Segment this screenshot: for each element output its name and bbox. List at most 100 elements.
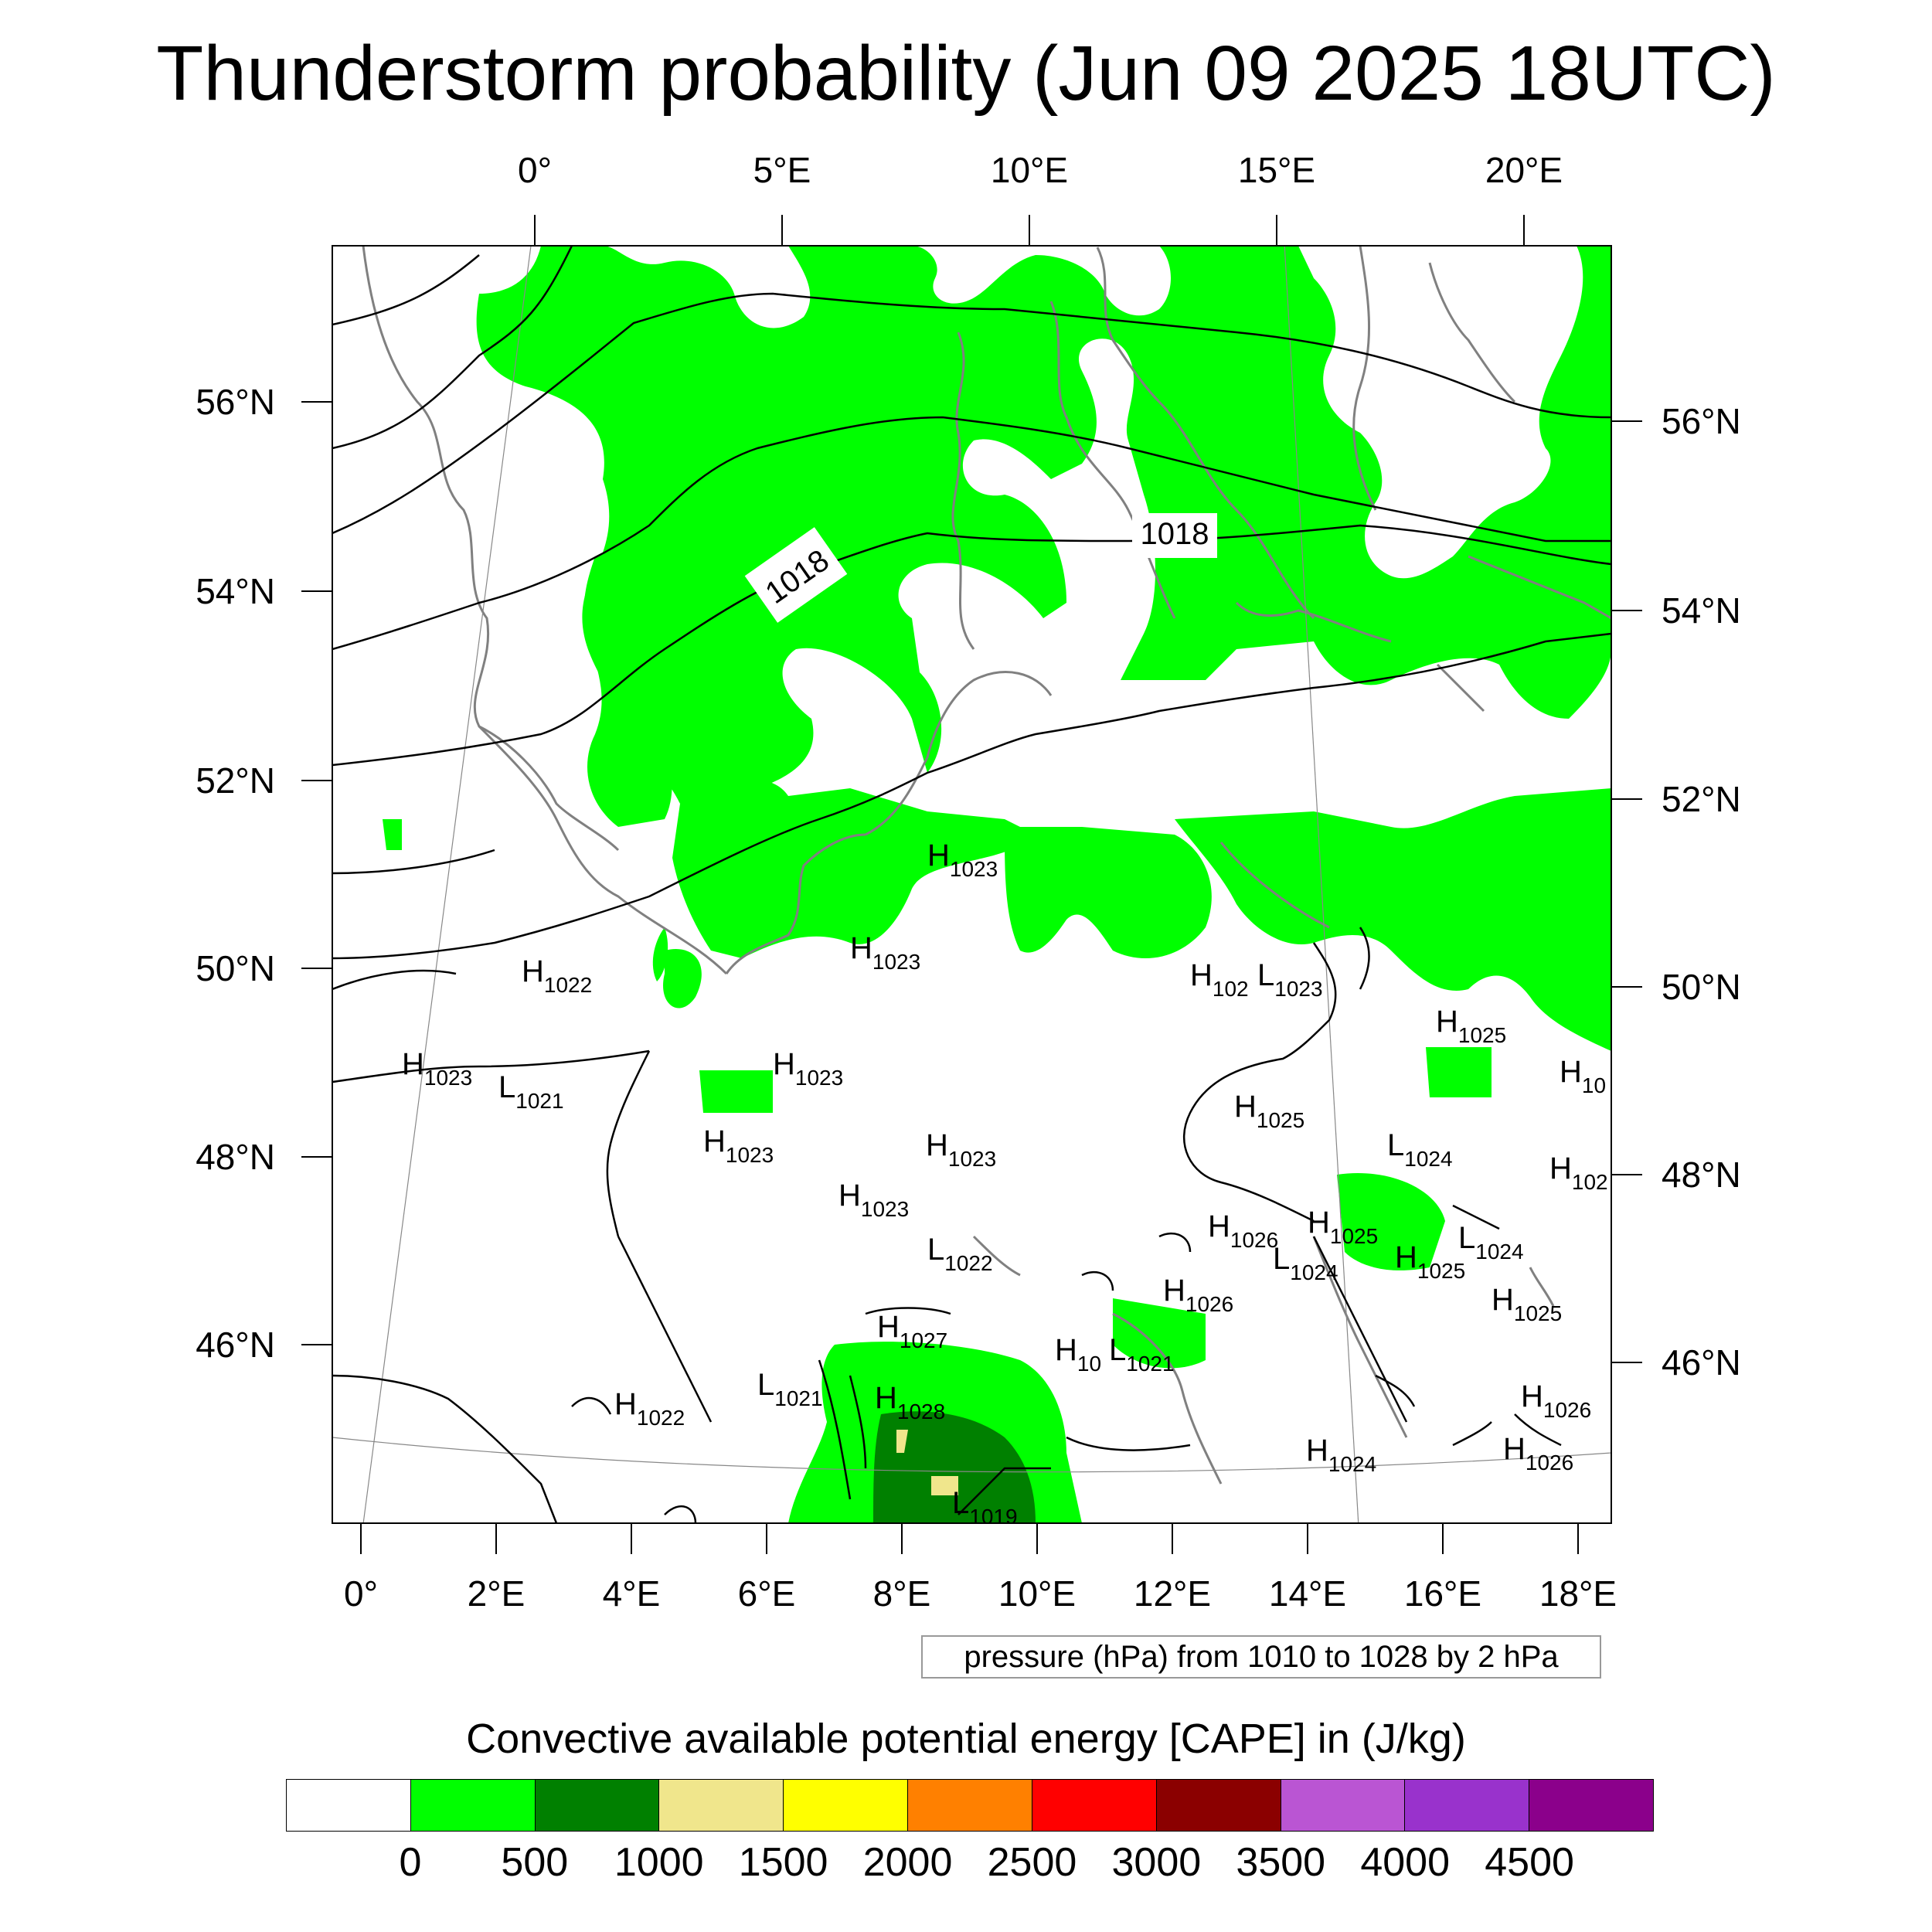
lat-tick-label: 50°N	[1662, 967, 1741, 1007]
isobar-label: 1018	[1141, 517, 1209, 551]
lat-tick-label: 56°N	[1662, 401, 1741, 441]
cape-low-region	[383, 246, 1611, 1523]
colorbar-label: 2000	[862, 1840, 953, 1885]
map-frame	[332, 245, 1612, 1524]
pressure-center-label: L1019	[952, 1486, 1018, 1529]
colorbar-label: 3500	[1236, 1840, 1326, 1885]
pressure-center-label: H1025	[1395, 1240, 1465, 1283]
pressure-center-label: H1025	[1234, 1090, 1304, 1132]
cape-mid-region	[873, 1411, 1036, 1523]
pressure-center-label: H102	[1190, 958, 1249, 1001]
pressure-center-label: L1021	[757, 1368, 823, 1410]
pressure-center-label: H1026	[1521, 1379, 1591, 1422]
coastline	[362, 246, 1611, 1485]
pressure-center-label: H1027	[877, 1310, 947, 1352]
pressure-center-label: H1023	[926, 1128, 996, 1171]
isobars	[332, 246, 1611, 1523]
lon-tick-label: 0°	[518, 150, 552, 190]
colorbar-label: 1000	[614, 1840, 704, 1885]
lat-tick-label: 50°N	[196, 948, 275, 988]
pressure-center-label: L1021	[498, 1070, 564, 1113]
pressure-center-label: H1023	[838, 1179, 909, 1221]
left-lat-ticks: 56°N 54°N 52°N 50°N 48°N 46°N	[196, 382, 275, 1365]
pressure-note: pressure (hPa) from 1010 to 1028 by 2 hP…	[921, 1635, 1601, 1679]
pressure-center-label: H1023	[773, 1047, 843, 1090]
pressure-center-label: H1023	[703, 1124, 774, 1167]
pressure-center-label: H10	[1560, 1055, 1606, 1097]
pressure-center-label: L1024	[1273, 1242, 1338, 1284]
lon-tick-label: 18°E	[1539, 1573, 1617, 1614]
colorbar-swatch	[1405, 1780, 1530, 1831]
pressure-center-label: H1025	[1308, 1206, 1378, 1248]
lat-tick-label: 48°N	[196, 1137, 275, 1177]
lat-tick-label: 54°N	[196, 571, 275, 611]
map-title: Thunderstorm probability (Jun 09 2025 18…	[156, 30, 1776, 117]
pressure-center-label: H1022	[614, 1387, 685, 1430]
pressure-center-label: H1026	[1208, 1209, 1278, 1252]
pressure-center-label: H1023	[927, 838, 998, 881]
lon-tick-label: 0°	[344, 1573, 378, 1614]
lon-tick-label: 10°E	[998, 1573, 1076, 1614]
lon-tick-label: 10°E	[991, 150, 1068, 190]
pressure-center-label: H1022	[522, 954, 592, 997]
lon-tick-label: 12°E	[1134, 1573, 1211, 1614]
lon-tick-label: 14°E	[1269, 1573, 1346, 1614]
axis-ticks	[301, 215, 1642, 1554]
colorbar-label: 1500	[738, 1840, 828, 1885]
colorbar-label: 3000	[1111, 1840, 1202, 1885]
pressure-center-label: H1025	[1492, 1283, 1562, 1325]
pressure-center-label: H102	[1549, 1151, 1608, 1194]
right-lat-ticks: 56°N 54°N 52°N 50°N 48°N 46°N	[1662, 401, 1741, 1383]
pressure-center-label: H1026	[1163, 1274, 1233, 1316]
lat-tick-label: 46°N	[1662, 1342, 1741, 1383]
pressure-center-label: L1021	[1109, 1333, 1175, 1376]
pressure-center-label: H10	[1055, 1333, 1101, 1376]
lon-tick-label: 6°E	[738, 1573, 796, 1614]
colorbar-swatch	[410, 1780, 536, 1831]
lon-tick-label: 16°E	[1404, 1573, 1481, 1614]
lon-tick-label: 15°E	[1238, 150, 1315, 190]
pressure-centers: H1023 H1023 H1022 H1023 L1021 H1023 H1023 H1023…	[402, 838, 1608, 1529]
pressure-center-label: H1025	[1436, 1005, 1506, 1047]
colorbar-swatch	[1281, 1780, 1406, 1831]
pressure-center-label: H1024	[1306, 1434, 1376, 1476]
top-lon-ticks: 0° 5°E 10°E 15°E 20°E	[518, 150, 1563, 190]
lat-tick-label: 52°N	[1662, 779, 1741, 819]
pressure-center-label: H1023	[850, 931, 920, 974]
lat-tick-label: 56°N	[196, 382, 275, 422]
colorbar-swatch	[908, 1780, 1032, 1831]
cape-high-region	[896, 1430, 958, 1495]
pressure-center-label: L1024	[1458, 1221, 1524, 1264]
colorbar	[286, 1779, 1654, 1832]
colorbar-swatch	[1032, 1780, 1157, 1831]
colorbar-label: 0	[399, 1840, 422, 1885]
pressure-center-label: H1023	[402, 1047, 472, 1090]
lon-tick-label: 4°E	[603, 1573, 661, 1614]
pressure-center-label: H1028	[875, 1381, 945, 1423]
colorbar-swatch	[535, 1780, 660, 1831]
colorbar-swatch	[659, 1780, 784, 1831]
lon-tick-label: 8°E	[873, 1573, 931, 1614]
pressure-center-label: L1022	[927, 1233, 993, 1275]
lon-tick-label: 20°E	[1485, 150, 1563, 190]
lat-tick-label: 48°N	[1662, 1155, 1741, 1195]
legend-title: Convective available potential energy [C…	[466, 1716, 1466, 1762]
pressure-center-label: L1024	[1387, 1128, 1453, 1171]
lon-tick-label: 2°E	[468, 1573, 526, 1614]
pressure-center-label: L1023	[1257, 958, 1323, 1001]
colorbar-swatch	[784, 1780, 909, 1831]
colorbar-label: 500	[501, 1840, 569, 1885]
graticule	[332, 246, 1611, 1523]
colorbar-swatch	[1529, 1780, 1653, 1831]
colorbar-label: 4500	[1485, 1840, 1574, 1885]
colorbar-label: 4000	[1360, 1840, 1451, 1885]
lat-tick-label: 54°N	[1662, 590, 1741, 631]
lat-tick-label: 46°N	[196, 1325, 275, 1365]
lat-tick-label: 52°N	[196, 760, 275, 801]
pressure-center-label: H1026	[1503, 1432, 1573, 1475]
colorbar-swatch	[287, 1780, 411, 1831]
bottom-lon-ticks: 0° 2°E 4°E 6°E 8°E 10°E 12°E 14°E 16°E 1…	[344, 1573, 1617, 1614]
colorbar-swatch	[1156, 1780, 1281, 1831]
